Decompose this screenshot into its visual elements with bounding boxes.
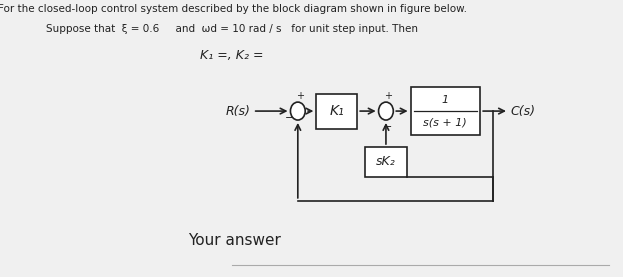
Text: 1: 1 [442, 95, 449, 105]
Text: Your answer: Your answer [188, 233, 281, 248]
FancyBboxPatch shape [411, 87, 480, 135]
Text: +: + [384, 91, 392, 101]
Text: sK₂: sK₂ [376, 155, 396, 168]
FancyBboxPatch shape [364, 147, 407, 177]
Text: K₁ =, K₂ =: K₁ =, K₂ = [201, 49, 264, 62]
Text: R(s): R(s) [226, 105, 250, 117]
Circle shape [379, 102, 393, 120]
Text: For the closed-loop control system described by the block diagram shown in figur: For the closed-loop control system descr… [0, 4, 467, 14]
Text: K₁: K₁ [330, 104, 344, 118]
Text: −: − [383, 122, 392, 132]
Text: −: − [285, 113, 294, 123]
FancyBboxPatch shape [316, 94, 357, 129]
Text: s(s + 1): s(s + 1) [424, 117, 467, 127]
Text: Suppose that  ξ = 0.6     and  ωd = 10 rad / s   for unit step input. Then: Suppose that ξ = 0.6 and ωd = 10 rad / s… [46, 24, 418, 34]
Text: +: + [297, 91, 304, 101]
Circle shape [290, 102, 305, 120]
Text: C(s): C(s) [511, 105, 536, 117]
